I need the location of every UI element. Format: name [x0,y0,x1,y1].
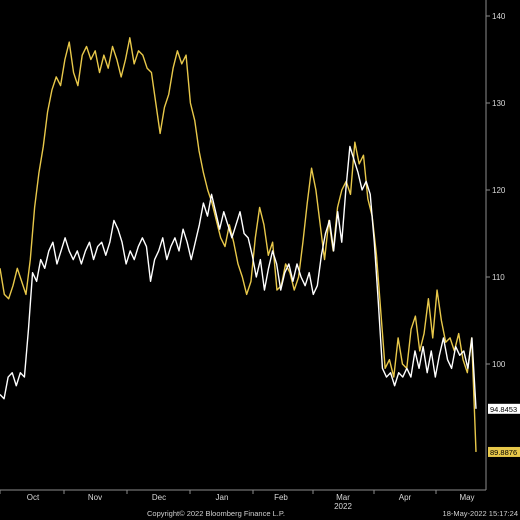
x-tick-label: Oct [27,493,40,502]
series-line-yellow [0,37,477,452]
series-lines [0,37,477,452]
x-tick-label: Feb [274,493,288,502]
y-tick-label: 120 [492,186,506,195]
y-tick-label: 140 [492,12,506,21]
axes [0,0,487,491]
last-value-labels: 94.8453 89.8876 [488,403,520,457]
x-tick-label: Mar [336,493,350,502]
last-value-badge-white [488,403,520,414]
copyright-text: Copyright© 2022 Bloomberg Finance L.P. [147,509,285,518]
timestamp-text: 18-May-2022 15:17:24 [443,509,518,518]
y-tick-label: 110 [492,273,505,282]
x-tick-sublabel: 2022 [334,502,352,511]
x-tick-label: Nov [88,493,102,502]
x-tick-label: Apr [399,493,412,502]
last-value-badge-yellow [488,446,520,457]
series-line-white [0,145,477,409]
x-tick-label: May [459,493,474,502]
y-tick-label: 100 [492,360,506,369]
y-axis-ticks: 100 110 120 130 140 [486,12,506,369]
x-axis-ticks: Oct Nov Dec Jan Feb Mar Apr May 2022 [0,490,475,511]
last-value-label-white: 94.8453 [490,405,517,414]
y-tick-label: 130 [492,99,506,108]
x-tick-label: Dec [152,493,166,502]
last-value-label-yellow: 89.8876 [490,448,517,457]
x-tick-label: Jan [216,493,229,502]
